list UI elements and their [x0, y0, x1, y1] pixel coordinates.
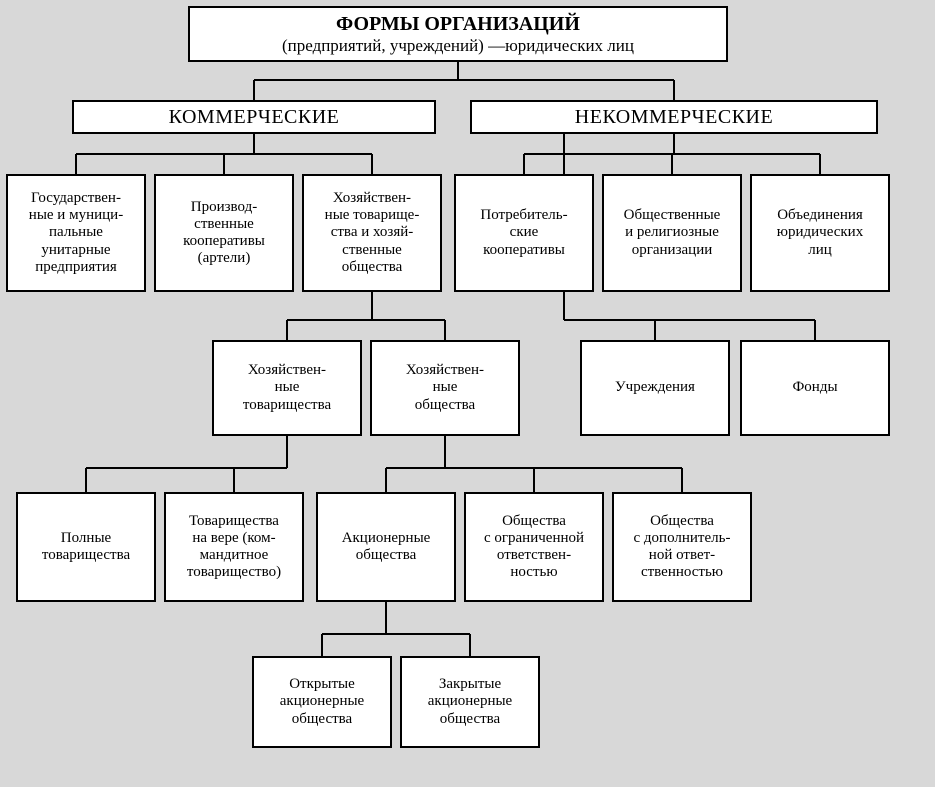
label: Обществас ограниченнойответствен-ностью [484, 513, 584, 582]
root-title: ФОРМЫ ОРГАНИЗАЦИЙ [336, 13, 580, 36]
label: Общественныеи религиозныеорганизации [624, 207, 721, 259]
node-n2: Общественныеи религиозныеорганизации [602, 174, 742, 292]
node-n4: Учреждения [580, 340, 730, 436]
node-commercial: КОММЕРЧЕСКИЕ [72, 100, 436, 134]
label: Акционерныеобщества [342, 530, 431, 565]
node-a2: Закрытыеакционерныеобщества [400, 656, 540, 748]
label: Хозяйствен-ныеобщества [406, 362, 484, 414]
label: Товариществана вере (ком-мандитноетовари… [187, 513, 281, 582]
label: Учреждения [615, 379, 695, 396]
label: Производ-ственныекооперативы(артели) [183, 199, 265, 268]
label: Открытыеакционерныеобщества [280, 676, 364, 728]
node-a1: Открытыеакционерныеобщества [252, 656, 392, 748]
label: Хозяйствен-ныетоварищества [243, 362, 331, 414]
root-subtitle: (предприятий, учреждений) —юридических л… [282, 36, 634, 56]
node-s3: Обществас дополнитель-ной ответ-ственнос… [612, 492, 752, 602]
label: Фонды [792, 379, 837, 396]
label: КОММЕРЧЕСКИЕ [169, 106, 340, 129]
label: Полныетоварищества [42, 530, 130, 565]
label: Государствен-ные и муници-пальныеунитарн… [29, 190, 123, 276]
diagram-canvas: ФОРМЫ ОРГАНИЗАЦИЙ (предприятий, учрежден… [0, 0, 935, 787]
node-s1: Акционерныеобщества [316, 492, 456, 602]
node-p2: Товариществана вере (ком-мандитноетовари… [164, 492, 304, 602]
node-n3: Объединенияюридическихлиц [750, 174, 890, 292]
node-c3: Хозяйствен-ные товарище-ства и хозяй-ств… [302, 174, 442, 292]
label: Объединенияюридическихлиц [777, 207, 863, 259]
label: Потребитель-скиекооперативы [480, 207, 567, 259]
node-root: ФОРМЫ ОРГАНИЗАЦИЙ (предприятий, учрежден… [188, 6, 728, 62]
node-c3a: Хозяйствен-ныетоварищества [212, 340, 362, 436]
node-p1: Полныетоварищества [16, 492, 156, 602]
node-s2: Обществас ограниченнойответствен-ностью [464, 492, 604, 602]
node-c3b: Хозяйствен-ныеобщества [370, 340, 520, 436]
label: НЕКОММЕРЧЕСКИЕ [575, 106, 773, 129]
label: Закрытыеакционерныеобщества [428, 676, 512, 728]
node-n5: Фонды [740, 340, 890, 436]
label: Хозяйствен-ные товарище-ства и хозяй-ств… [325, 190, 420, 276]
label: Обществас дополнитель-ной ответ-ственнос… [634, 513, 731, 582]
node-c1: Государствен-ные и муници-пальныеунитарн… [6, 174, 146, 292]
node-c2: Производ-ственныекооперативы(артели) [154, 174, 294, 292]
node-noncommercial: НЕКОММЕРЧЕСКИЕ [470, 100, 878, 134]
node-n1: Потребитель-скиекооперативы [454, 174, 594, 292]
